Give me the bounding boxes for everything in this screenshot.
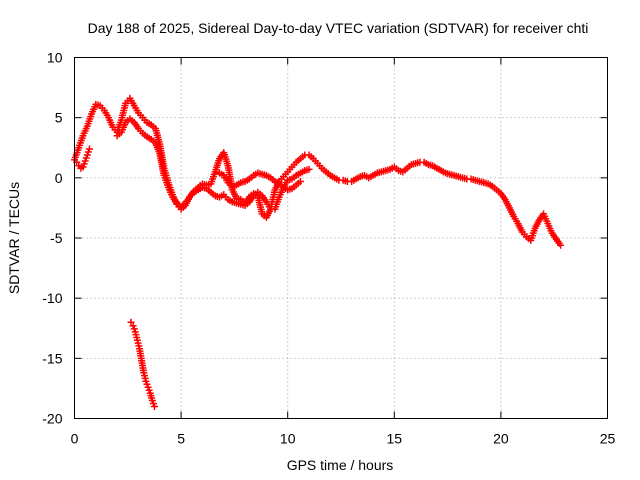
y-tick-label: -20 — [42, 411, 62, 427]
x-tick-label: 20 — [493, 431, 509, 447]
data-point-isolated-segment — [150, 402, 158, 410]
y-tick-label: 0 — [55, 170, 63, 186]
y-tick-label: 10 — [47, 50, 63, 66]
grid — [74, 57, 608, 419]
x-tick-label: 10 — [280, 431, 296, 447]
x-tick-label: 15 — [387, 431, 403, 447]
y-axis-label: SDTVAR / TECUs — [6, 182, 22, 294]
data-markers — [71, 94, 565, 410]
y-tick-label: -15 — [42, 350, 62, 366]
data-point-main-trace — [557, 241, 565, 249]
y-tick-label: 5 — [55, 110, 63, 126]
y-tick-labels: 10 5 0 -5 -10 -15 -20 — [42, 50, 62, 427]
axis-ticks — [74, 57, 608, 419]
data-point-lower-branch — [305, 165, 313, 173]
data-point-early-loop — [85, 145, 93, 153]
x-axis-label: GPS time / hours — [287, 457, 394, 473]
x-tick-label: 5 — [177, 431, 185, 447]
data-point-isolated-segment — [127, 318, 135, 326]
data-point-middle-branch — [296, 177, 304, 185]
chart-title: Day 188 of 2025, Sidereal Day-to-day VTE… — [88, 20, 589, 36]
y-tick-label: -10 — [42, 290, 62, 306]
x-tick-labels: 0 5 10 15 20 25 — [71, 431, 616, 447]
x-tick-label: 25 — [600, 431, 616, 447]
x-tick-label: 0 — [71, 431, 79, 447]
y-tick-label: -5 — [50, 230, 63, 246]
